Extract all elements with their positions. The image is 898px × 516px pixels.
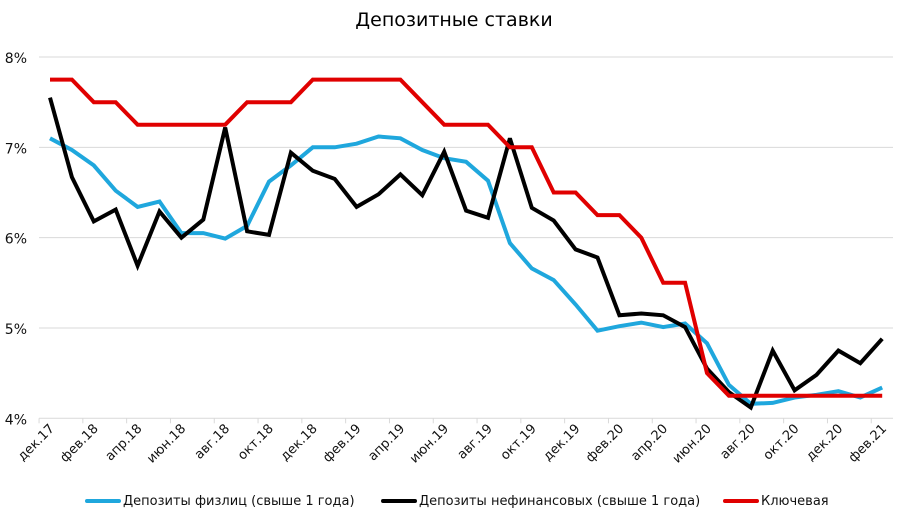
y-tick-label: 4% (5, 412, 27, 428)
x-tick-label: дек.18 (278, 422, 321, 465)
x-tick-label: фев.18 (57, 422, 101, 466)
legend-swatch-black (381, 499, 417, 503)
x-tick-label: окт.20 (761, 422, 803, 464)
x-tick-label: авг.20 (718, 422, 759, 463)
x-tick-label: авг.18 (192, 422, 233, 463)
x-tick-label: июн.18 (144, 422, 189, 467)
x-tick-label: июн.20 (670, 422, 715, 467)
gridlines (39, 56, 893, 419)
series-line-1 (48, 97, 884, 411)
legend-item-nonfinancial-deposits: Депозиты нефинансовых (свыше 1 года) (381, 491, 700, 511)
x-tick-label: окт.19 (498, 422, 540, 464)
series-line-2 (50, 77, 883, 398)
legend-label: Ключевая (761, 493, 829, 509)
legend-swatch-blue (85, 499, 121, 503)
x-tick-label: апр.20 (628, 422, 671, 465)
x-tick-label: фев.20 (583, 422, 627, 466)
legend-item-key-rate: Ключевая (723, 491, 829, 511)
x-tick-label: апр.19 (366, 422, 409, 465)
legend-swatch-red (723, 499, 759, 503)
x-tick-label: дек.19 (541, 422, 584, 465)
x-tick-label: фев.21 (846, 422, 890, 466)
y-tick-label: 7% (5, 141, 27, 157)
x-tick-label: окт.18 (235, 422, 277, 464)
series-lines (48, 77, 884, 411)
series-line-0 (49, 134, 884, 406)
y-tick-label: 6% (5, 232, 27, 248)
y-tick-label: 8% (5, 51, 27, 67)
legend: Депозиты физлиц (свыше 1 года) Депозиты … (0, 491, 898, 511)
x-tick-label: авг.19 (455, 422, 496, 463)
chart-title: Депозитные ставки (355, 9, 553, 31)
x-tick-label: фев.19 (320, 422, 364, 466)
y-axis: 4% 5% 6% 7% 8% (5, 51, 27, 428)
x-tick-label: дек.20 (803, 422, 846, 465)
x-tick-label: апр.18 (103, 422, 146, 465)
legend-label: Депозиты физлиц (свыше 1 года) (123, 493, 355, 509)
legend-label: Депозиты нефинансовых (свыше 1 года) (419, 493, 701, 509)
x-tick-label: июн.19 (407, 422, 452, 467)
legend-item-individual-deposits: Депозиты физлиц (свыше 1 года) (85, 491, 355, 511)
y-tick-label: 5% (5, 322, 27, 338)
